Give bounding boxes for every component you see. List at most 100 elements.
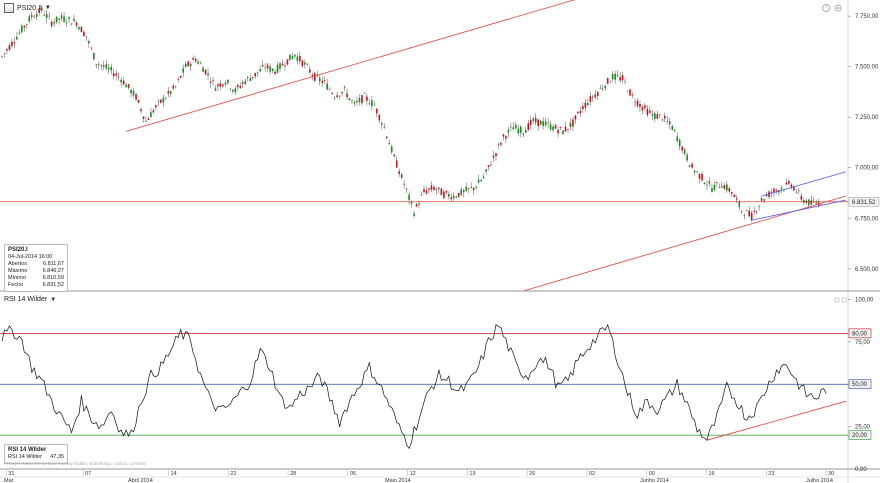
candle (604, 84, 607, 91)
candle-body (261, 64, 264, 67)
candle-body (460, 189, 463, 195)
candle (703, 182, 706, 185)
timer-icon[interactable] (822, 4, 830, 12)
candle (21, 23, 23, 34)
candle-body (758, 205, 760, 207)
candle-body (294, 54, 296, 57)
candle (549, 120, 552, 131)
candle (328, 87, 331, 91)
close-icon[interactable] (841, 297, 847, 303)
candle (457, 192, 460, 198)
rsi-pane-header[interactable]: RSI 14 Wilder ▼ (4, 296, 56, 303)
x-day-label: 07 (85, 471, 91, 477)
candle (204, 69, 207, 76)
candle (197, 58, 199, 65)
candle (363, 91, 366, 94)
candle-body (775, 190, 778, 191)
candle (626, 90, 629, 92)
candle-body (539, 120, 542, 125)
candle-body (95, 64, 98, 66)
candle (142, 116, 145, 123)
candle-body (803, 200, 805, 203)
candle-body (11, 41, 13, 46)
candle-body (457, 193, 460, 197)
candle-body (50, 21, 53, 27)
candle-body (703, 182, 706, 184)
candle-body (467, 188, 470, 189)
chart-type-icon[interactable] (4, 3, 14, 13)
candle-body (750, 212, 753, 221)
candle-body (465, 187, 467, 192)
candle-body (251, 77, 254, 79)
x-month-label: Junho 2014 (640, 478, 669, 483)
candle (470, 182, 472, 190)
candle-body (279, 63, 281, 69)
info-label: Mínimo (8, 275, 27, 281)
candle-body (815, 202, 818, 204)
candle (520, 125, 522, 138)
candle-body (385, 136, 388, 138)
candle (48, 11, 50, 20)
candle-body (55, 16, 58, 23)
candle-body (634, 102, 636, 103)
candle-body (574, 115, 577, 120)
candle-body (795, 191, 798, 193)
candle-body (43, 15, 45, 16)
symbol-label[interactable]: PSI20.1 (17, 4, 42, 12)
expand-icon[interactable] (834, 297, 840, 303)
candle-body (311, 74, 314, 76)
candle-body (264, 67, 266, 69)
candle-body (614, 73, 616, 80)
candle (30, 11, 33, 21)
rsi-indicator-label[interactable]: RSI 14 Wilder (4, 296, 48, 303)
info-label: Fecho (8, 282, 24, 288)
candle (435, 187, 438, 195)
candle-body (229, 88, 232, 90)
candle (40, 5, 43, 13)
candle (289, 54, 291, 61)
candle-body (616, 75, 619, 77)
candle-body (492, 155, 495, 158)
candle (793, 184, 795, 192)
candle (301, 59, 304, 68)
candle (179, 75, 182, 79)
candle (477, 174, 480, 183)
candle-body (413, 213, 415, 217)
candle (400, 173, 403, 179)
candle-body (135, 94, 137, 100)
candle-body (304, 62, 306, 65)
info-row: Mínimo 6.810,59 (8, 275, 64, 282)
settings-icon[interactable] (834, 4, 842, 12)
candle (356, 96, 358, 107)
candle-body (63, 16, 65, 22)
candle-body (515, 124, 517, 129)
chevron-down-icon[interactable]: ▼ (44, 5, 51, 11)
candle-body (398, 171, 400, 174)
candle (460, 187, 463, 196)
candle (569, 118, 572, 130)
candle (505, 134, 507, 144)
candle-body (373, 104, 376, 106)
x-day-label: 28 (290, 471, 296, 477)
price-pane-header[interactable]: PSI20.1 ▼ (4, 3, 51, 13)
candle-body (534, 117, 537, 123)
candle (358, 94, 361, 106)
chevron-down-icon[interactable]: ▼ (50, 296, 57, 303)
candle (686, 152, 688, 163)
candle-body (356, 101, 358, 103)
candle (291, 52, 294, 60)
candle-body (348, 98, 351, 101)
candle (122, 77, 125, 86)
candle-body (423, 189, 425, 192)
candle-body (480, 180, 482, 182)
candle-body (773, 188, 775, 193)
candle (26, 23, 28, 29)
candle (745, 209, 748, 211)
candle-body (443, 191, 445, 198)
candle (552, 123, 554, 133)
price-info-box: PSI20.I 04-Jul-2014 16:00 Abertos 6.811,6… (4, 244, 68, 292)
candle-body (696, 171, 698, 173)
candle (492, 150, 495, 163)
candle (785, 178, 788, 186)
